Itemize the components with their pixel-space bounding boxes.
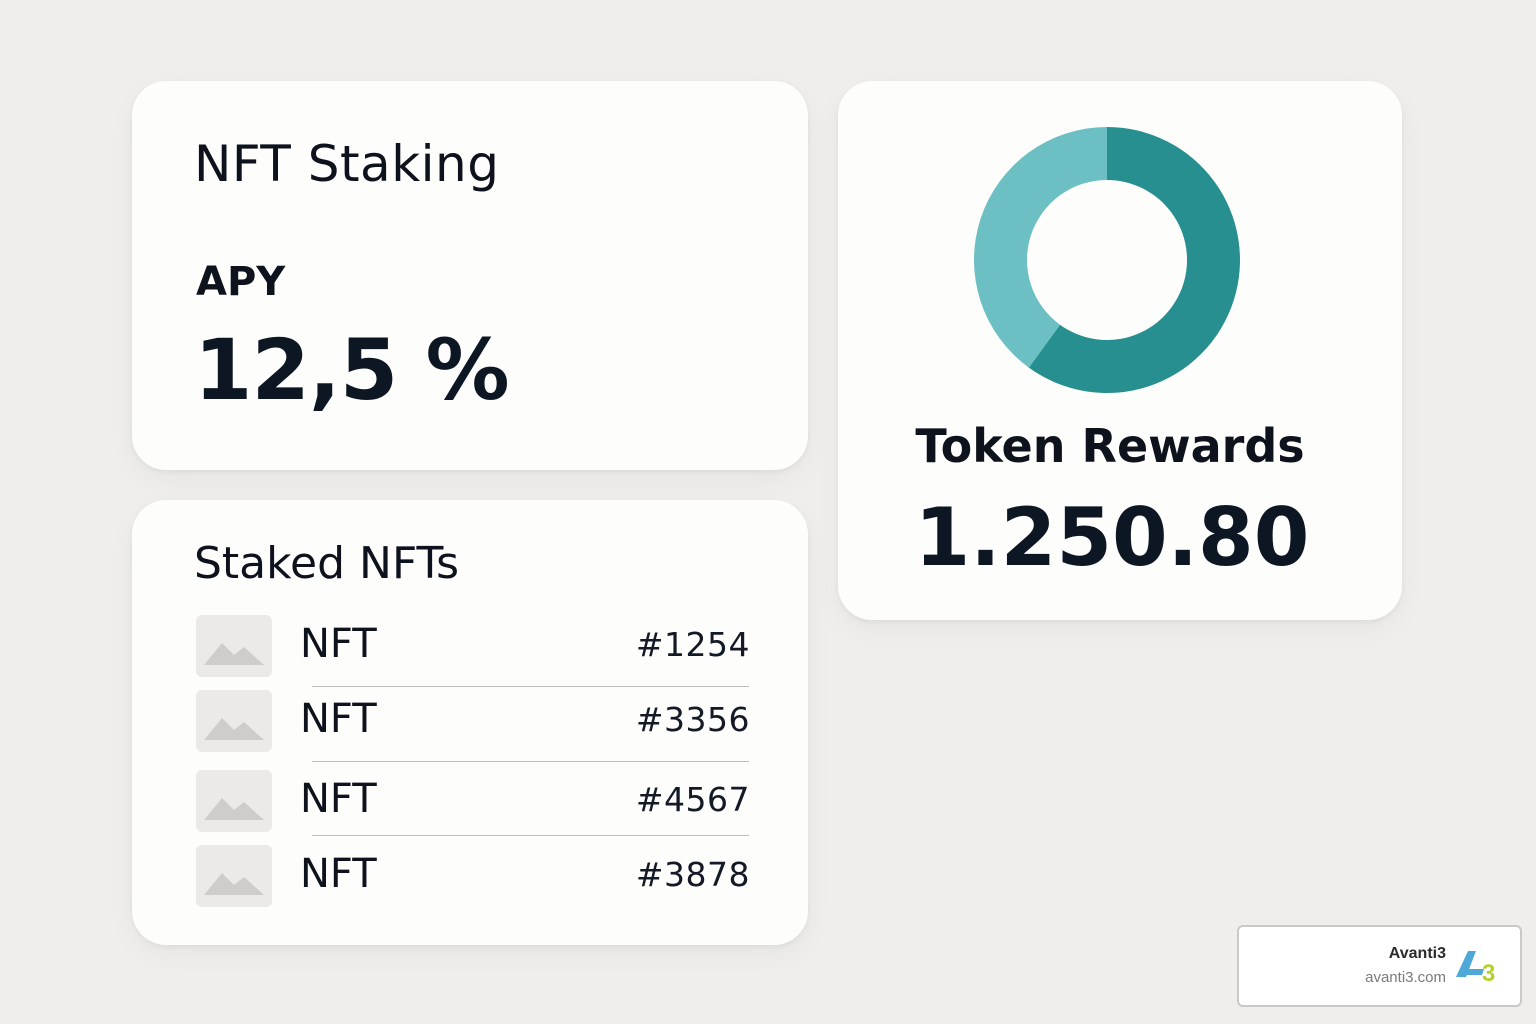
brand-badge[interactable]: Avanti3 avanti3.com 3 bbox=[1237, 925, 1522, 1007]
token-rewards-title: Token Rewards bbox=[915, 419, 1305, 473]
image-placeholder-icon bbox=[196, 845, 272, 907]
apy-value: 12,5 % bbox=[194, 321, 510, 419]
nft-list-item[interactable]: NFT #1254 bbox=[194, 615, 750, 679]
rewards-donut-chart bbox=[974, 127, 1240, 393]
donut-segment-light bbox=[974, 127, 1107, 368]
nft-id: #3356 bbox=[635, 700, 750, 739]
nft-list-item[interactable]: NFT #4567 bbox=[194, 770, 750, 834]
row-divider bbox=[312, 761, 749, 762]
nft-name: NFT bbox=[300, 851, 377, 897]
image-placeholder-icon bbox=[196, 690, 272, 752]
row-divider bbox=[312, 835, 749, 836]
nft-name: NFT bbox=[300, 696, 377, 742]
image-placeholder-icon bbox=[196, 770, 272, 832]
staking-title: NFT Staking bbox=[194, 135, 500, 193]
nft-name: NFT bbox=[300, 621, 377, 667]
token-rewards-value: 1.250.80 bbox=[914, 491, 1310, 584]
token-rewards-card: Token Rewards 1.250.80 bbox=[838, 81, 1402, 620]
apy-label: APY bbox=[196, 259, 286, 305]
staked-nfts-title: Staked NFTs bbox=[194, 538, 460, 589]
nft-id: #4567 bbox=[635, 780, 750, 819]
svg-text:3: 3 bbox=[1482, 960, 1495, 987]
image-placeholder-icon bbox=[196, 615, 272, 677]
brand-url: avanti3.com bbox=[1365, 969, 1446, 986]
nft-id: #3878 bbox=[635, 855, 750, 894]
nft-list-item[interactable]: NFT #3878 bbox=[194, 845, 750, 909]
avanti3-logo-icon: 3 bbox=[1456, 951, 1495, 987]
nft-list-item[interactable]: NFT #3356 bbox=[194, 690, 750, 754]
brand-name: Avanti3 bbox=[1388, 945, 1446, 962]
row-divider bbox=[312, 686, 749, 687]
nft-id: #1254 bbox=[635, 625, 750, 664]
donut-segment-dark bbox=[1028, 127, 1240, 393]
nft-name: NFT bbox=[300, 776, 377, 822]
nft-staking-card: NFT Staking APY 12,5 % bbox=[132, 81, 808, 470]
staked-nfts-card: Staked NFTs NFT #1254 NFT #3356 NFT #456… bbox=[132, 500, 808, 945]
